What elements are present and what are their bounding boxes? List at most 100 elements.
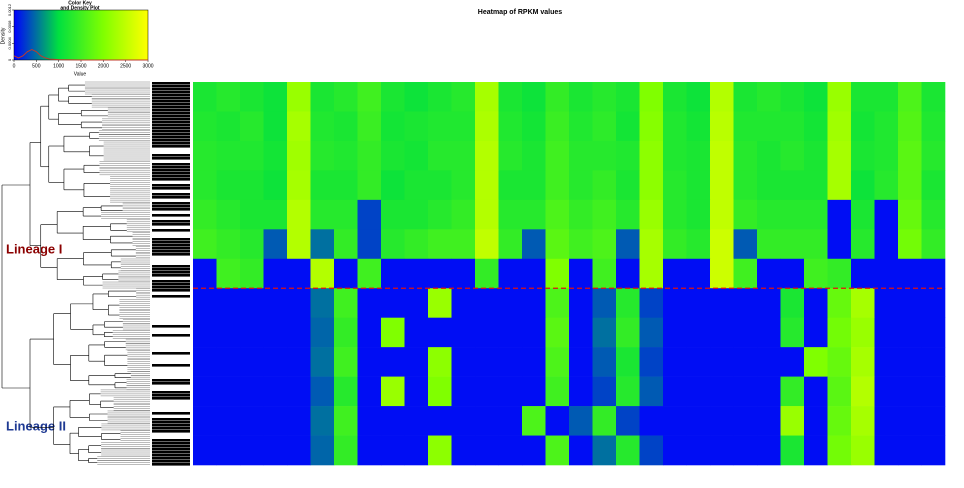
heatmap-cell (710, 82, 734, 112)
heatmap-cell (357, 288, 382, 318)
heatmap-cell (710, 406, 734, 436)
heatmap-cell (569, 229, 593, 260)
heatmap-cell (898, 229, 922, 260)
heatmap-cell (663, 199, 687, 230)
heatmap-cell (898, 435, 922, 466)
heatmap-cell (639, 140, 664, 171)
side-bar-stripe (152, 448, 190, 451)
side-bar-stripe (152, 439, 190, 442)
heatmap-cell (569, 170, 593, 201)
heatmap-cell (851, 111, 875, 142)
heatmap-cell (404, 199, 429, 230)
heatmap-cell (522, 170, 546, 201)
heatmap-cell (545, 376, 570, 407)
heatmap-cell (592, 347, 617, 377)
heatmap-cell (404, 376, 429, 407)
heatmap-cell (240, 140, 264, 171)
heatmap-cell (827, 82, 852, 112)
y-tick-label: 0.0004 (7, 36, 12, 49)
heatmap-cell (334, 140, 358, 171)
heatmap-cell (921, 347, 946, 377)
x-tick-label: 2500 (120, 63, 131, 69)
heatmap-cell (240, 258, 264, 289)
side-bar-stripe (152, 94, 190, 97)
heatmap-cell (498, 288, 523, 318)
heatmap-cell (757, 435, 781, 466)
heatmap-cell (475, 170, 499, 201)
side-bar-stripe (152, 394, 190, 397)
heatmap-cell (216, 435, 241, 466)
heatmap-cell (874, 140, 899, 171)
heatmap-cell (733, 82, 758, 112)
heatmap-cell (475, 406, 499, 436)
heatmap-cell (851, 258, 875, 289)
heatmap-cell (710, 229, 734, 260)
heatmap-cell (780, 376, 805, 407)
heatmap-cell (804, 406, 828, 436)
heatmap-cell (898, 376, 922, 407)
heatmap-cell (451, 288, 476, 318)
side-bar-stripe (152, 172, 190, 175)
heatmap-cell (263, 317, 288, 348)
side-bar-stripe (152, 91, 190, 94)
heatmap-cell (780, 435, 805, 466)
heatmap-cell (263, 347, 288, 377)
heatmap-cell (592, 229, 617, 260)
heatmap-cell (569, 258, 593, 289)
heatmap-cell (310, 229, 335, 260)
side-bar-stripe (152, 457, 190, 460)
heatmap-cell (310, 435, 335, 466)
heatmap-cell (287, 229, 311, 260)
heatmap-cell (428, 258, 452, 289)
heatmap-cell (663, 140, 687, 171)
heatmap-cell (616, 258, 640, 289)
heatmap-cell (193, 406, 217, 436)
heatmap-cell (780, 258, 805, 289)
side-bar-stripe (152, 184, 190, 187)
heatmap-cell (733, 111, 758, 142)
heatmap-cell (663, 317, 687, 348)
heatmap-cell (616, 347, 640, 377)
heatmap-cell (475, 258, 499, 289)
side-bar-stripe (152, 193, 190, 196)
heatmap-cell (310, 406, 335, 436)
heatmap-cell (569, 406, 593, 436)
heatmap-cell (381, 317, 405, 348)
heatmap-cell (193, 140, 217, 171)
heatmap-cell (874, 435, 899, 466)
side-bar-stripe (152, 187, 190, 190)
heatmap-cell (780, 199, 805, 230)
side-bar-stripe (152, 118, 190, 121)
side-bar-stripe (152, 238, 190, 241)
heatmap-cell (240, 406, 264, 436)
heatmap-cell (569, 376, 593, 407)
heatmap-cell (921, 199, 946, 230)
heatmap-cell (616, 140, 640, 171)
side-bar-stripe (152, 253, 190, 256)
heatmap-cell (851, 376, 875, 407)
heatmap-cell (851, 288, 875, 318)
heatmap-cell (522, 111, 546, 142)
heatmap-cell (639, 317, 664, 348)
heatmap-cell (898, 170, 922, 201)
heatmap-cell (193, 229, 217, 260)
side-bar-stripe (152, 223, 190, 226)
heatmap-cell (663, 111, 687, 142)
x-tick-label: 1500 (75, 63, 86, 69)
heatmap-cell (357, 111, 382, 142)
heatmap-cell (522, 406, 546, 436)
heatmap-cell (216, 199, 241, 230)
heatmap-cell (569, 199, 593, 230)
heatmap-cell (663, 406, 687, 436)
heatmap-cell (545, 406, 570, 436)
side-bar-stripe (152, 430, 190, 433)
heatmap-cell (451, 82, 476, 112)
heatmap-cell (545, 435, 570, 466)
heatmap-cell (592, 258, 617, 289)
heatmap-cell (240, 111, 264, 142)
heatmap-cell (827, 258, 852, 289)
heatmap-cell (404, 170, 429, 201)
heatmap-cell (851, 140, 875, 171)
heatmap-cell (545, 229, 570, 260)
heatmap-cell (522, 258, 546, 289)
